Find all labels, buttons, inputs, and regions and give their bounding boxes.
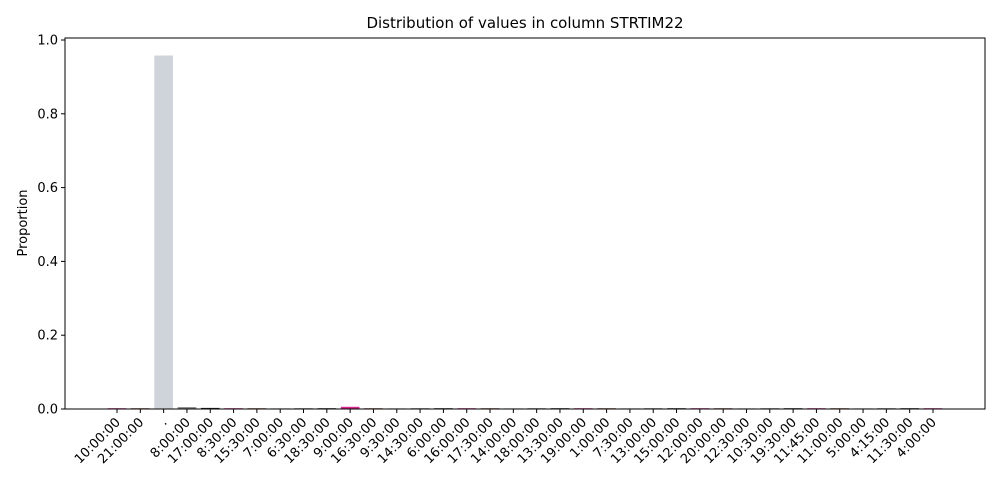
chart-title: Distribution of values in column STRTIM2… xyxy=(366,14,683,32)
y-tick-label: 1.0 xyxy=(37,34,58,49)
y-axis-label: Proportion xyxy=(16,189,31,256)
y-axis: 0.0 0.2 0.4 0.6 0.8 1.0 xyxy=(37,34,65,418)
plot-frame xyxy=(64,37,986,410)
bar-4 xyxy=(200,407,220,409)
y-tick-label: 0.8 xyxy=(37,107,58,122)
x-tick-label: . xyxy=(157,415,171,429)
y-tick-label: 0.2 xyxy=(37,329,58,344)
bar-10 xyxy=(340,406,360,409)
y-tick-label: 0.0 xyxy=(37,403,58,418)
x-axis: 10:00:0021:00:00.8:00:0017:00:008:30:001… xyxy=(72,409,940,467)
y-tick-label: 0.6 xyxy=(37,181,58,196)
bars-group xyxy=(107,55,943,410)
bar-2 xyxy=(154,55,173,410)
bar-3 xyxy=(177,407,197,409)
y-tick-label: 0.4 xyxy=(37,255,58,270)
